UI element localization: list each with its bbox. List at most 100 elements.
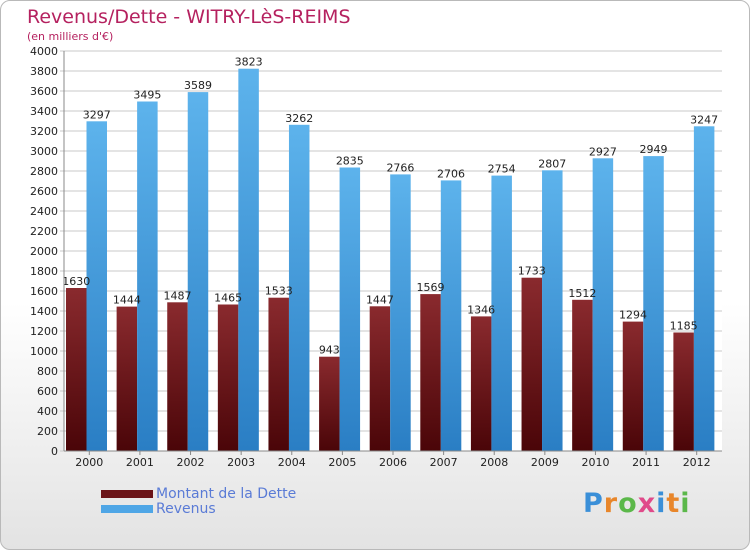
x-tick-label: 2005: [328, 456, 356, 469]
debt-value-label: 1447: [366, 293, 394, 306]
legend-label-revenus: Revenus: [156, 501, 216, 517]
revenus-bar: [86, 121, 107, 452]
debt-value-label: 943: [319, 344, 340, 357]
revenus-value-label: 2927: [589, 145, 617, 158]
x-tick-label: 2003: [227, 456, 255, 469]
debt-bar: [319, 356, 340, 451]
revenus-value-label: 3589: [184, 79, 212, 92]
revenus-bar: [238, 68, 259, 451]
y-tick-label: 0: [51, 445, 58, 458]
debt-value-label: 1630: [62, 275, 90, 288]
y-tick-label: 2000: [30, 245, 58, 258]
revenus-value-label: 2754: [488, 163, 516, 176]
legend-label-debt: Montant de la Dette: [156, 486, 297, 502]
y-tick-label: 4000: [30, 45, 58, 58]
revenus-bar: [693, 126, 715, 452]
x-tick-label: 2007: [430, 456, 458, 469]
x-tick-label: 2009: [531, 456, 559, 469]
debt-value-label: 1444: [113, 294, 141, 307]
debt-bar: [420, 294, 441, 451]
x-tick-label: 2008: [480, 456, 508, 469]
proxiti-logo: Proxiti: [583, 488, 691, 519]
debt-bar: [217, 304, 239, 451]
revenus-bar: [491, 175, 512, 451]
y-tick-label: 2400: [30, 205, 58, 218]
y-tick-label: 3400: [30, 105, 58, 118]
revenus-bar: [643, 156, 664, 451]
x-tick-label: 2000: [75, 456, 103, 469]
debt-value-label: 1512: [568, 287, 596, 300]
revenus-value-label: 3823: [235, 56, 263, 69]
debt-bar: [673, 332, 694, 451]
revenus-value-label: 2706: [437, 167, 465, 180]
x-tick-label: 2012: [683, 456, 711, 469]
x-tick-label: 2002: [177, 456, 205, 469]
debt-bar: [116, 306, 138, 451]
debt-value-label: 1569: [417, 281, 445, 294]
debt-value-label: 1533: [265, 285, 293, 298]
y-tick-label: 1200: [30, 325, 58, 338]
logo-letter: r: [603, 488, 619, 519]
debt-value-label: 1185: [670, 320, 698, 333]
y-tick-label: 1600: [30, 285, 58, 298]
y-tick-label: 2600: [30, 185, 58, 198]
debt-value-label: 1346: [467, 303, 495, 316]
logo-letter: x: [637, 488, 657, 519]
y-tick-label: 400: [37, 405, 58, 418]
y-tick-label: 3000: [30, 145, 58, 158]
legend-swatch-debt: [101, 490, 153, 498]
revenus-bar: [542, 170, 563, 452]
chart-title: Revenus/Dette - WITRY-LèS-REIMS: [27, 6, 351, 28]
debt-value-label: 1465: [214, 292, 242, 305]
revenus-bar: [288, 124, 310, 452]
revenus-bar: [440, 180, 462, 451]
debt-bar: [66, 288, 87, 451]
debt-value-label: 1294: [619, 309, 647, 322]
debt-bar: [470, 316, 492, 451]
debt-bar: [268, 297, 289, 451]
y-tick-label: 1400: [30, 305, 58, 318]
logo-letter: o: [618, 488, 638, 519]
y-tick-label: 800: [37, 365, 58, 378]
revenus-bar: [187, 92, 209, 451]
debt-bar: [521, 277, 543, 451]
x-tick-label: 2004: [278, 456, 306, 469]
logo-letter: i: [680, 488, 691, 519]
x-tick-label: 2011: [632, 456, 660, 469]
y-tick-label: 2200: [30, 225, 58, 238]
revenus-value-label: 3297: [83, 108, 111, 121]
legend-item-revenus: Revenus: [101, 501, 421, 517]
debt-value-label: 1733: [518, 265, 546, 278]
debt-value-label: 1487: [163, 289, 191, 302]
revenus-bar: [592, 158, 614, 452]
y-tick-label: 1000: [30, 345, 58, 358]
revenus-bar: [339, 167, 361, 451]
x-tick-label: 2006: [379, 456, 407, 469]
revenus-value-label: 2766: [386, 161, 414, 174]
y-tick-label: 3800: [30, 65, 58, 78]
revenus-value-label: 2949: [640, 143, 668, 156]
revenus-value-label: 2835: [336, 155, 364, 168]
y-tick-label: 600: [37, 385, 58, 398]
logo-letter: P: [583, 488, 604, 519]
y-tick-label: 200: [37, 425, 58, 438]
y-tick-label: 3200: [30, 125, 58, 138]
revenus-bar: [390, 174, 411, 451]
revenus-value-label: 3247: [690, 113, 718, 126]
y-tick-label: 2800: [30, 165, 58, 178]
debt-bar: [167, 302, 188, 451]
logo-letter: t: [666, 488, 681, 519]
revenus-value-label: 3262: [285, 112, 313, 125]
revenus-bar: [137, 101, 158, 451]
x-tick-label: 2001: [126, 456, 154, 469]
chart-subtitle: (en milliers d'€): [27, 30, 114, 43]
revenus-value-label: 2807: [538, 157, 566, 170]
y-tick-label: 1800: [30, 265, 58, 278]
debt-bar: [369, 306, 391, 451]
legend-swatch-revenus: [101, 505, 153, 513]
logo-letter: i: [656, 488, 667, 519]
debt-bar: [622, 321, 644, 451]
legend-item-debt: Montant de la Dette: [101, 486, 421, 502]
